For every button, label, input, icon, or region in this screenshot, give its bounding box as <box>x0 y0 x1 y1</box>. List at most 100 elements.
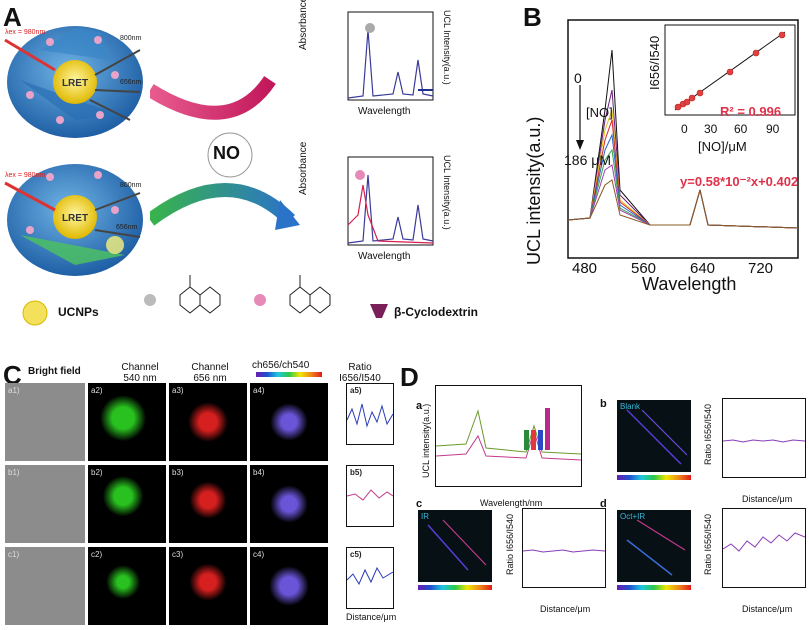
spectrum-bottom-ylabel-left: Absorbance <box>298 141 309 195</box>
cyclodextrin-symbol <box>370 304 388 318</box>
inset-xtick-0: 0 <box>681 122 688 136</box>
ucnp-legend-symbol <box>22 300 48 326</box>
linear-equation: y=0.58*10⁻²x+0.402 <box>680 174 799 189</box>
tag-b3: b3) <box>172 468 184 477</box>
panel-d-b-image-label: Blank <box>620 402 641 411</box>
svg-text:656nm: 656nm <box>116 224 138 231</box>
panel-d-colorbar-d <box>617 585 691 590</box>
svg-text:656nm: 656nm <box>120 79 142 86</box>
panel-b-xtick-0: 480 <box>572 260 598 277</box>
inset-xtick-1: 30 <box>704 122 718 136</box>
panel-c-c3-image <box>169 547 247 625</box>
panel-b-xlabel: Wavelength <box>642 274 737 294</box>
panel-c-c1-image <box>5 547 85 625</box>
panel-c-a2-image <box>88 383 166 461</box>
panel-d-a-ylabel: UCL intensity(a.u.) <box>421 403 431 478</box>
panel-d-b-ylabel: Ratio I656/I540 <box>703 403 713 465</box>
panel-d-d-xlabel: Distance/μm <box>742 604 793 614</box>
panel-c-b1-image <box>5 465 85 543</box>
ucnps-label: UCNPs <box>58 305 99 319</box>
spectrum-top-ylabel-left: Absorbance <box>298 0 309 50</box>
inset-xtick-3: 90 <box>766 122 780 136</box>
tag-c3: c3) <box>172 550 184 559</box>
inset-xlabel: [NO]/μM <box>698 139 747 154</box>
svg-text:λex = 980nm: λex = 980nm <box>5 172 45 179</box>
svg-text:λex = 980nm: λex = 980nm <box>5 29 45 36</box>
panel-c-header-ratio-plot: Ratio I656/I540 <box>339 362 381 384</box>
panel-d-a-xlabel: Wavelength/nm <box>480 498 543 508</box>
panel-c-a5-plot <box>346 383 394 445</box>
panel-d-d-image-label: Oct+IR <box>620 512 646 521</box>
inset-xtick-2: 60 <box>734 122 748 136</box>
tag-a2: a2) <box>91 386 103 395</box>
panel-c-b2-image <box>88 465 166 543</box>
panel-b-chart: UCL intensity(a.u.) Wavelength 480 560 6… <box>520 10 809 300</box>
tag-a4: a4) <box>253 386 265 395</box>
svg-text:LRET: LRET <box>62 78 88 89</box>
spectrum-bottom-ylabel-right: UCL Intensity(a.u.) <box>442 155 452 230</box>
tag-b1: b1) <box>8 468 20 477</box>
panel-c-colorbar <box>256 372 322 377</box>
spectrum-top-ylabel-right: UCL Intensity(a.u.) <box>442 10 452 85</box>
panel-a-spectrum-top: Absorbance Wavelength UCL Intensity(a.u.… <box>298 0 458 120</box>
panel-d-d-plot <box>722 508 806 588</box>
panel-b-xtick-1: 560 <box>631 260 657 277</box>
panel-c-c4-image <box>250 547 328 625</box>
panel-d-b-xlabel: Distance/μm <box>742 494 793 504</box>
panel-b-ylabel: UCL intensity(a.u.) <box>524 116 544 265</box>
panel-c-header-540: Channel 540 nm <box>121 362 159 384</box>
panel-d-label: D <box>400 362 419 392</box>
panel-c-ratio-xlabel: Distance/μm <box>346 612 397 622</box>
panel-c-c2-image <box>88 547 166 625</box>
panel-d-a-tag: a <box>416 400 423 412</box>
panel-b-xtick-3: 720 <box>748 260 774 277</box>
panel-d-b-image <box>617 400 691 472</box>
chemical-structures <box>140 260 370 330</box>
cyclodextrin-label: β-Cyclodextrin <box>394 305 479 319</box>
svg-text:LRET: LRET <box>62 213 88 224</box>
panel-c-b5-plot <box>346 465 394 527</box>
panel-d-d-tag: d <box>600 498 607 510</box>
panel-d-c-image-label: IR <box>421 512 429 521</box>
tag-a3: a3) <box>172 386 184 395</box>
ucnp-scheme-bottom: LRET 800nm 656nm λex = 980nm <box>4 164 143 276</box>
panel-c-a3-image <box>169 383 247 461</box>
inset-ylabel: I656/I540 <box>647 35 662 90</box>
tag-c2: c2) <box>91 550 103 559</box>
panel-a-spectrum-bottom: Absorbance Wavelength UCL Intensity(a.u.… <box>298 142 458 265</box>
conc-label: [NO] <box>586 105 613 120</box>
conc-bottom: 186 μM <box>564 152 611 168</box>
panel-d-d-image <box>617 510 691 582</box>
tag-a1: a1) <box>8 386 20 395</box>
panel-c-a4-image <box>250 383 328 461</box>
conc-top: 0 <box>574 70 582 86</box>
panel-d-c-tag: c <box>416 498 423 510</box>
panel-d-a-chart <box>435 385 582 487</box>
panel-d-b-tag: b <box>600 398 607 410</box>
panel-d-colorbar-b <box>617 475 691 480</box>
tag-a5: a5) <box>350 386 362 395</box>
panel-d-c-plot <box>522 508 606 588</box>
tag-b2: b2) <box>91 468 103 477</box>
panel-c-b3-image <box>169 465 247 543</box>
panel-b-xtick-2: 640 <box>690 260 716 277</box>
spectrum-bottom-xlabel: Wavelength <box>358 251 411 262</box>
panel-c-c5-plot <box>346 547 394 609</box>
panel-d-c-image <box>418 510 492 582</box>
panel-b-label: B <box>523 2 542 32</box>
panel-c-b4-image <box>250 465 328 543</box>
panel-d-colorbar-c <box>418 585 492 590</box>
tag-b4: b4) <box>253 468 265 477</box>
spectrum-top-xlabel: Wavelength <box>358 106 411 117</box>
svg-text:800nm: 800nm <box>120 35 142 42</box>
tag-c4: c4) <box>253 550 265 559</box>
panel-d-d-ylabel: Ratio I656/I540 <box>703 513 713 575</box>
panel-d-c-xlabel: Distance/μm <box>540 604 591 614</box>
no-label: NO <box>213 143 240 163</box>
panel-c-header-ratio-img: ch656/ch540 <box>252 360 310 371</box>
panel-a-label: A <box>3 2 22 32</box>
ucnp-scheme-top: LRET 800nm 656nm λex = 980nm <box>4 26 143 138</box>
svg-text:800nm: 800nm <box>120 182 142 189</box>
panel-d-c-ylabel: Ratio I656/I540 <box>505 513 515 575</box>
no-reaction-arrows <box>150 75 300 230</box>
